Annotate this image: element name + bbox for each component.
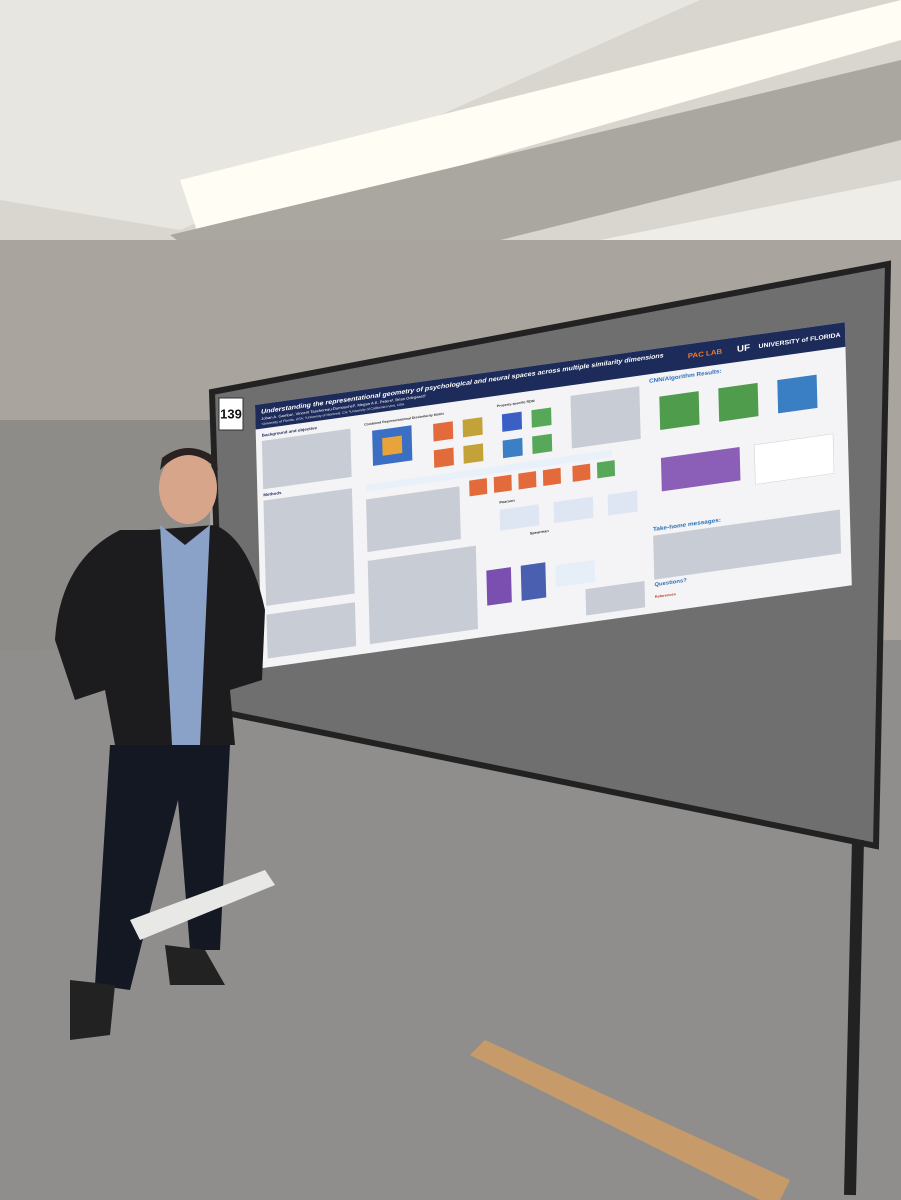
section-heading: Pearson xyxy=(499,499,515,505)
poster-tube xyxy=(470,1040,790,1200)
number-card xyxy=(218,397,244,431)
cnn-rdm xyxy=(777,374,818,414)
rdm-figure xyxy=(382,435,403,456)
poster-header xyxy=(255,322,846,430)
section-heading: Questions? xyxy=(654,578,687,588)
section-heading: Spearman xyxy=(530,529,550,536)
cnn-rdm xyxy=(718,382,759,422)
matrix-figure xyxy=(520,562,547,601)
rdm-grid xyxy=(433,407,616,497)
board-leg xyxy=(844,839,864,1196)
person xyxy=(55,448,265,1040)
mds-figure xyxy=(660,447,741,492)
logo: UF xyxy=(737,343,751,354)
matrix-figure xyxy=(486,567,512,606)
text-block xyxy=(261,386,842,659)
section-heading: References xyxy=(655,592,676,599)
board-number: 139 xyxy=(220,406,242,421)
bar-figure xyxy=(499,490,638,531)
section-heading: Property-specific RDM xyxy=(497,399,535,408)
light-strip xyxy=(180,0,901,240)
section-heading: Methods xyxy=(263,490,282,497)
poster-tube xyxy=(130,870,275,940)
mds-figure xyxy=(754,433,835,485)
poster: Understanding the representational geome… xyxy=(255,322,852,669)
ceiling-grid xyxy=(0,0,700,230)
bar-figure xyxy=(555,559,596,588)
cnn-rdm xyxy=(659,391,700,430)
banner xyxy=(365,450,612,492)
